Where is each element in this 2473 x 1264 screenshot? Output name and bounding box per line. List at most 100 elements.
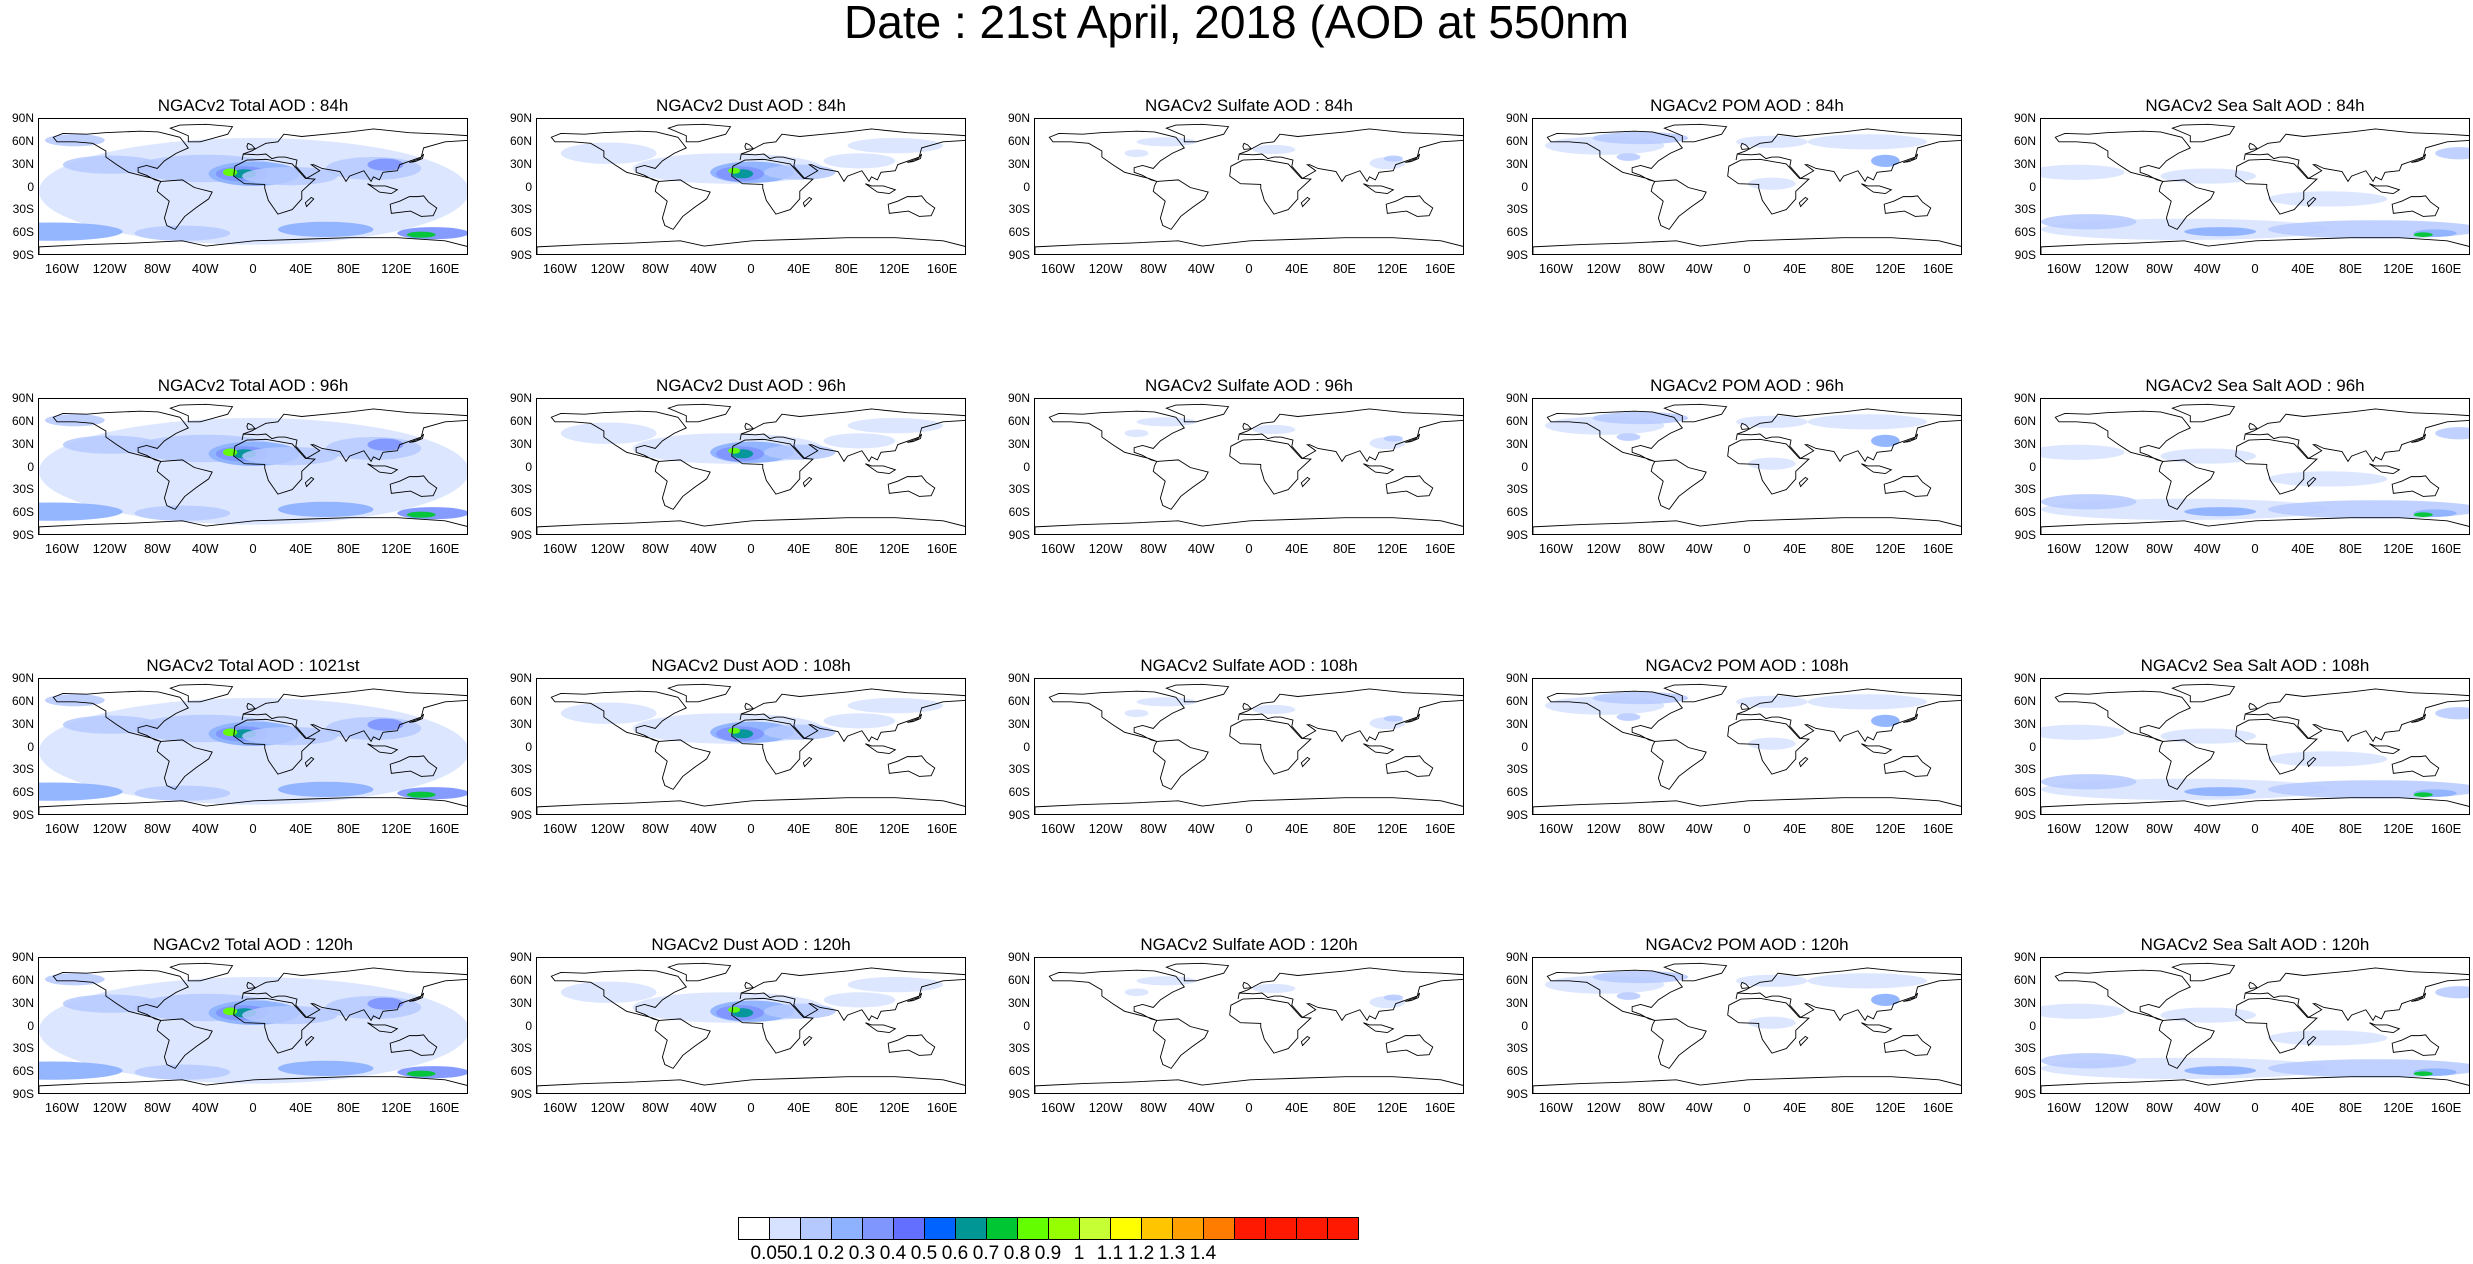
lon-tick-label: 120E [1377, 541, 1408, 556]
pom-aod-map [1532, 957, 1962, 1094]
coastline [304, 756, 315, 768]
panel-title: NGACv2 Total AOD : 1021st [146, 656, 360, 675]
coastline [39, 237, 467, 254]
aod-field-blob [62, 994, 159, 1013]
lon-tick-label: 80E [1830, 1100, 1855, 1115]
aod-field-blob [134, 1064, 231, 1080]
coastline [2171, 403, 2236, 423]
coastline [739, 967, 965, 1022]
colorbar-swatch [1296, 1217, 1328, 1240]
coastline [409, 153, 425, 163]
lon-tick-label: 80W [1140, 821, 1167, 836]
coastline [233, 158, 316, 215]
coastline [2054, 969, 2192, 1021]
lon-tick-label: 0 [747, 1100, 755, 1115]
lat-tick-label: 60N [11, 133, 34, 148]
coastline [887, 755, 936, 777]
lat-tick-label: 60N [1007, 972, 1030, 987]
coastline [865, 463, 897, 475]
lat-tick-label: 30N [1007, 156, 1030, 171]
lon-tick-label: 160W [2046, 541, 2081, 556]
aod-field-blob [2184, 787, 2256, 797]
coastline [241, 967, 467, 1022]
lon-tick-label: 120E [381, 261, 412, 276]
lon-tick-label: 0 [747, 261, 755, 276]
lon-tick-label: 40W [1187, 821, 1215, 836]
lat-tick-label: 90S [510, 1087, 532, 1101]
colorbar-tick-label: 1.2 [1127, 1243, 1155, 1264]
lon-tick-label: 120W [1586, 261, 1621, 276]
lat-tick-label: 60S [1506, 785, 1528, 800]
lon-tick-label: 120E [381, 821, 412, 836]
coastline [2235, 158, 2318, 215]
colorbar-swatch [1017, 1217, 1049, 1240]
coastline [1152, 179, 1209, 230]
coastline [654, 459, 711, 510]
colorbar-tick-label: 0.05 [750, 1243, 788, 1264]
lon-tick-label: 120W [92, 821, 127, 836]
lon-tick-label: 40W [689, 261, 717, 276]
lat-tick-label: 30N [509, 436, 532, 451]
lat-tick-label: 0 [525, 459, 532, 474]
aod-field-blob [823, 713, 896, 729]
coastline [2306, 756, 2317, 768]
lat-tick-label: 60S [1008, 785, 1030, 800]
coastline [731, 158, 814, 215]
coastline [169, 403, 234, 423]
aod-field-blob [560, 142, 657, 164]
coastline [233, 718, 316, 775]
aod-field-blob [1871, 434, 1900, 447]
coastline [1861, 743, 1893, 755]
aod-field-blob [2435, 707, 2469, 720]
coastline [537, 797, 965, 814]
lat-tick-label: 90N [509, 111, 532, 125]
lon-tick-label: 80E [1830, 821, 1855, 836]
coastline [2235, 718, 2318, 775]
coastline [1035, 237, 1463, 254]
lat-tick-label: 60N [1007, 693, 1030, 708]
colorbar-swatch [955, 1217, 987, 1240]
aod-field-blob [406, 791, 436, 798]
coastline [304, 476, 315, 488]
panel-title: NGACv2 POM AOD : 96h [1650, 376, 1844, 395]
coastline [2054, 130, 2192, 182]
map-field-svg [1035, 123, 1463, 254]
lon-tick-label: 40E [1285, 821, 1309, 836]
aod-field-blob [2267, 751, 2388, 767]
map-field-svg [1533, 123, 1961, 254]
coastline [1798, 756, 1809, 768]
coastline [169, 962, 234, 982]
lon-tick-label: 120E [1875, 261, 1906, 276]
seasalt-aod-map [2040, 678, 2470, 815]
coastline [1735, 128, 1961, 183]
lat-tick-label: 0 [1023, 739, 1030, 754]
lon-tick-label: 40W [1685, 821, 1713, 836]
lat-tick-label: 90S [510, 248, 532, 262]
coastline [2243, 967, 2469, 1022]
colorbar-tick-label: 0.2 [817, 1243, 845, 1264]
lat-tick-label: 0 [27, 179, 34, 194]
aod-field-blob [1252, 704, 1296, 715]
aod-field-blob [823, 433, 896, 449]
lon-tick-label: 80E [336, 1100, 361, 1115]
coastline [304, 196, 315, 208]
lat-tick-label: 90N [11, 111, 34, 125]
lon-tick-label: 40W [1685, 541, 1713, 556]
aod-field-blob [847, 138, 944, 154]
coastline [654, 179, 711, 230]
lat-tick-label: 90N [509, 671, 532, 685]
lat-tick-label: 0 [1023, 1018, 1030, 1033]
lat-tick-label: 90N [11, 391, 34, 405]
lon-tick-label: 80E [1332, 821, 1357, 836]
lat-tick-label: 30S [1008, 202, 1030, 217]
lat-tick-label: 60S [2014, 505, 2036, 520]
coastline [367, 743, 399, 755]
coastline [802, 1035, 813, 1047]
aod-field-blob [2041, 774, 2137, 790]
coastline [1237, 408, 1463, 463]
coastline [2235, 438, 2318, 495]
map-field-svg [39, 962, 467, 1093]
lon-tick-label: 0 [1743, 1100, 1751, 1115]
lat-tick-label: 60N [1007, 413, 1030, 428]
map-field-svg [1035, 962, 1463, 1093]
